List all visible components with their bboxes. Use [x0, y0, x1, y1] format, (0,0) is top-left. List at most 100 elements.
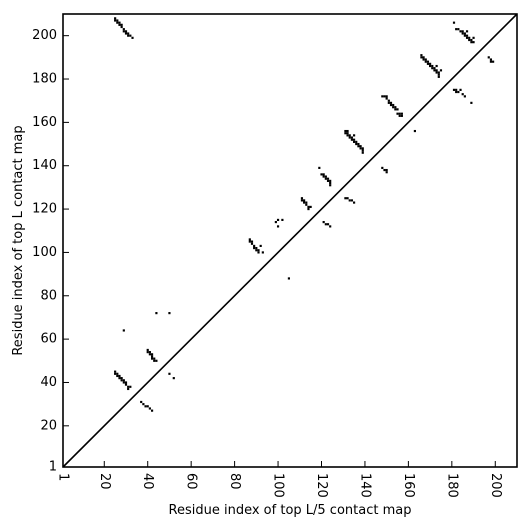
contact-point	[326, 179, 330, 182]
contact-point	[116, 374, 119, 378]
contact-point	[127, 34, 130, 37]
y-tick-label: 1	[49, 460, 57, 475]
contact-point	[146, 351, 149, 354]
contact-point	[426, 62, 430, 65]
contact-point	[274, 220, 277, 224]
contact-point	[344, 132, 347, 135]
contact-point	[435, 71, 438, 74]
contact-point	[426, 60, 430, 63]
contact-point	[153, 359, 156, 362]
contact-point	[452, 21, 456, 24]
contact-point	[329, 179, 332, 182]
contact-point	[396, 112, 399, 115]
contact-point	[318, 166, 321, 169]
contact-point	[487, 56, 490, 59]
contact-point	[433, 69, 436, 72]
contact-point	[385, 168, 388, 172]
contact-point	[124, 383, 128, 386]
contact-point	[463, 95, 466, 98]
contact-point	[398, 112, 401, 115]
contact-point	[489, 60, 493, 63]
contact-point	[353, 201, 356, 204]
contact-point	[120, 377, 123, 380]
contact-point	[359, 147, 362, 150]
contact-point	[114, 372, 117, 375]
contact-point	[461, 32, 464, 35]
contact-point	[455, 28, 458, 31]
contact-point	[468, 38, 471, 42]
contact-point	[344, 129, 347, 133]
contact-point	[455, 90, 458, 94]
contact-point	[127, 32, 130, 35]
contact-point	[346, 134, 349, 137]
contact-point	[114, 19, 117, 22]
x-tick-label: 200	[488, 473, 503, 498]
contact-point	[437, 73, 440, 76]
contact-point	[385, 95, 388, 98]
contact-point	[387, 99, 390, 102]
contact-point	[350, 136, 353, 139]
contact-point	[118, 377, 121, 380]
contact-point	[322, 173, 325, 176]
contact-point	[255, 249, 258, 252]
contact-point	[122, 329, 125, 332]
contact-point	[248, 238, 251, 241]
contact-point	[257, 251, 260, 254]
contact-point	[346, 197, 349, 200]
contact-point	[124, 30, 128, 33]
contact-point	[324, 177, 327, 180]
contact-point	[461, 93, 464, 96]
contact-point	[437, 75, 440, 78]
contact-point	[140, 400, 143, 404]
contact-point	[381, 166, 384, 169]
contact-point	[420, 56, 423, 59]
contact-point	[346, 132, 349, 135]
x-tick-label: 1	[56, 473, 71, 481]
contact-point	[320, 173, 323, 176]
contact-point	[114, 17, 117, 20]
contact-point	[348, 199, 351, 202]
contact-point	[150, 353, 154, 356]
contact-point	[470, 38, 473, 42]
contact-point	[305, 201, 308, 204]
contact-point	[383, 168, 386, 172]
contact-point	[122, 28, 125, 31]
y-tick-label: 180	[32, 72, 57, 87]
contact-point	[350, 199, 353, 202]
contact-point	[259, 244, 262, 247]
contact-point	[129, 34, 132, 37]
contact-point	[142, 403, 145, 406]
contact-point	[429, 62, 432, 65]
contact-point	[457, 28, 460, 31]
contact-point	[329, 225, 332, 228]
contact-point	[350, 138, 353, 141]
contact-point	[472, 36, 475, 39]
contact-point	[116, 372, 119, 375]
x-axis: 1 20 40 60 80 100 120 140 160 180 200	[56, 461, 503, 498]
contact-point	[433, 67, 436, 70]
contact-point	[353, 140, 356, 143]
contact-point	[424, 60, 427, 63]
contact-point	[489, 58, 493, 61]
contact-point	[124, 32, 128, 35]
contact-point	[463, 34, 466, 37]
contact-point	[116, 19, 119, 22]
x-tick-label: 60	[184, 473, 199, 490]
contact-point	[124, 381, 128, 384]
contact-point	[300, 197, 304, 200]
contact-point	[398, 114, 401, 117]
contact-point	[250, 242, 254, 245]
contact-point	[424, 58, 427, 61]
contact-point	[457, 90, 460, 94]
contact-point	[348, 136, 351, 139]
contact-point	[400, 112, 403, 115]
y-tick-label: 100	[32, 245, 57, 260]
contact-point	[253, 247, 256, 250]
contact-point	[120, 25, 123, 29]
contact-point	[357, 145, 360, 148]
contact-point	[461, 30, 464, 33]
contact-point	[248, 240, 251, 243]
contact-point	[394, 106, 397, 109]
